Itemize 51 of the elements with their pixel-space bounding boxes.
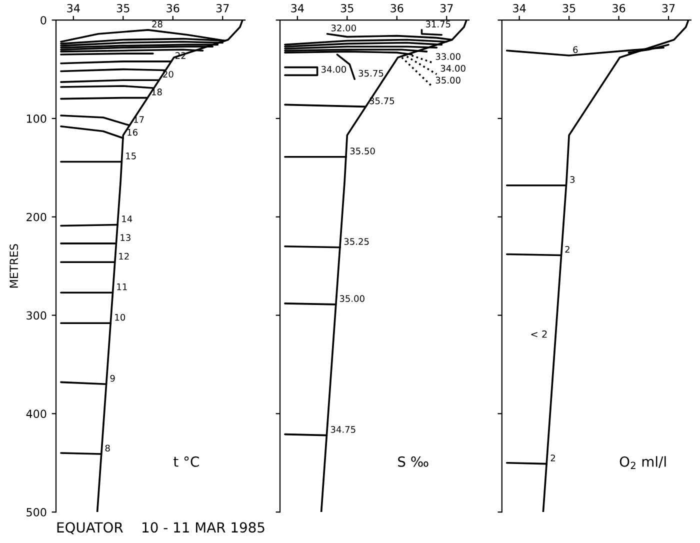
x-tick-label: 36 (390, 4, 404, 12)
annotation: 9 (110, 374, 115, 382)
annotation: 16 (128, 128, 138, 136)
y-tick-label: 300 (26, 311, 46, 320)
annotation: t °C (174, 456, 199, 467)
annotation: 11 (117, 283, 127, 290)
annotation: 8 (105, 444, 110, 452)
annotation: O$_{2}$ ml/l (620, 456, 666, 469)
annotation: 10 (115, 314, 126, 321)
x-tick-label: 37 (440, 4, 453, 12)
y-tick-label: 100 (26, 114, 46, 123)
annotation: 3 (570, 176, 575, 183)
annotation: 34.75 (330, 426, 356, 433)
annotation: 34.00 (321, 66, 346, 73)
x-tick-label: 35 (116, 4, 130, 12)
annotation: 20 (163, 70, 174, 78)
x-tick-label: 34 (67, 4, 80, 12)
x-tick-label: 36 (166, 4, 180, 12)
x-tick-label: 37 (216, 4, 229, 12)
text: EQUATOR 10 - 11 MAR 1985 (57, 522, 264, 534)
y-tick-label: 200 (26, 212, 46, 222)
annotation: < 2 (531, 330, 547, 338)
x-tick-label: 35 (340, 4, 354, 12)
x-tick-label: 34 (291, 4, 304, 12)
annotation: 12 (119, 252, 129, 260)
y-tick-label: 500 (26, 508, 46, 516)
annotation: 2 (565, 246, 570, 253)
x-tick-label: 35 (562, 4, 576, 12)
annotation: 35.75 (370, 97, 394, 104)
annotation: 35.25 (344, 238, 369, 245)
annotation: 28 (152, 20, 162, 28)
annotation: 2 (550, 454, 555, 462)
annotation: 34.00 (440, 64, 466, 72)
annotation: 35.50 (350, 148, 375, 154)
annotation: 6 (573, 46, 578, 54)
annotation: 35.75 (358, 70, 384, 77)
annotation: 35.00 (436, 76, 460, 84)
y-tick-label: 0 (40, 16, 46, 24)
x-tick-label: 36 (612, 4, 626, 12)
annotation: 33.00 (436, 53, 460, 60)
annotation: 31.75 (426, 20, 450, 28)
annotation: 13 (120, 234, 130, 241)
y-axis-title: METRES (10, 244, 18, 288)
x-tick-label: 34 (513, 4, 526, 12)
y-tick-label: 400 (26, 410, 46, 418)
annotation: 32.00 (331, 24, 356, 32)
annotation: 15 (126, 152, 136, 160)
annotation: S ‰ (398, 456, 428, 467)
annotation: 14 (122, 216, 132, 222)
x-tick-label: 37 (662, 4, 675, 12)
annotation: 35.00 (340, 295, 364, 302)
